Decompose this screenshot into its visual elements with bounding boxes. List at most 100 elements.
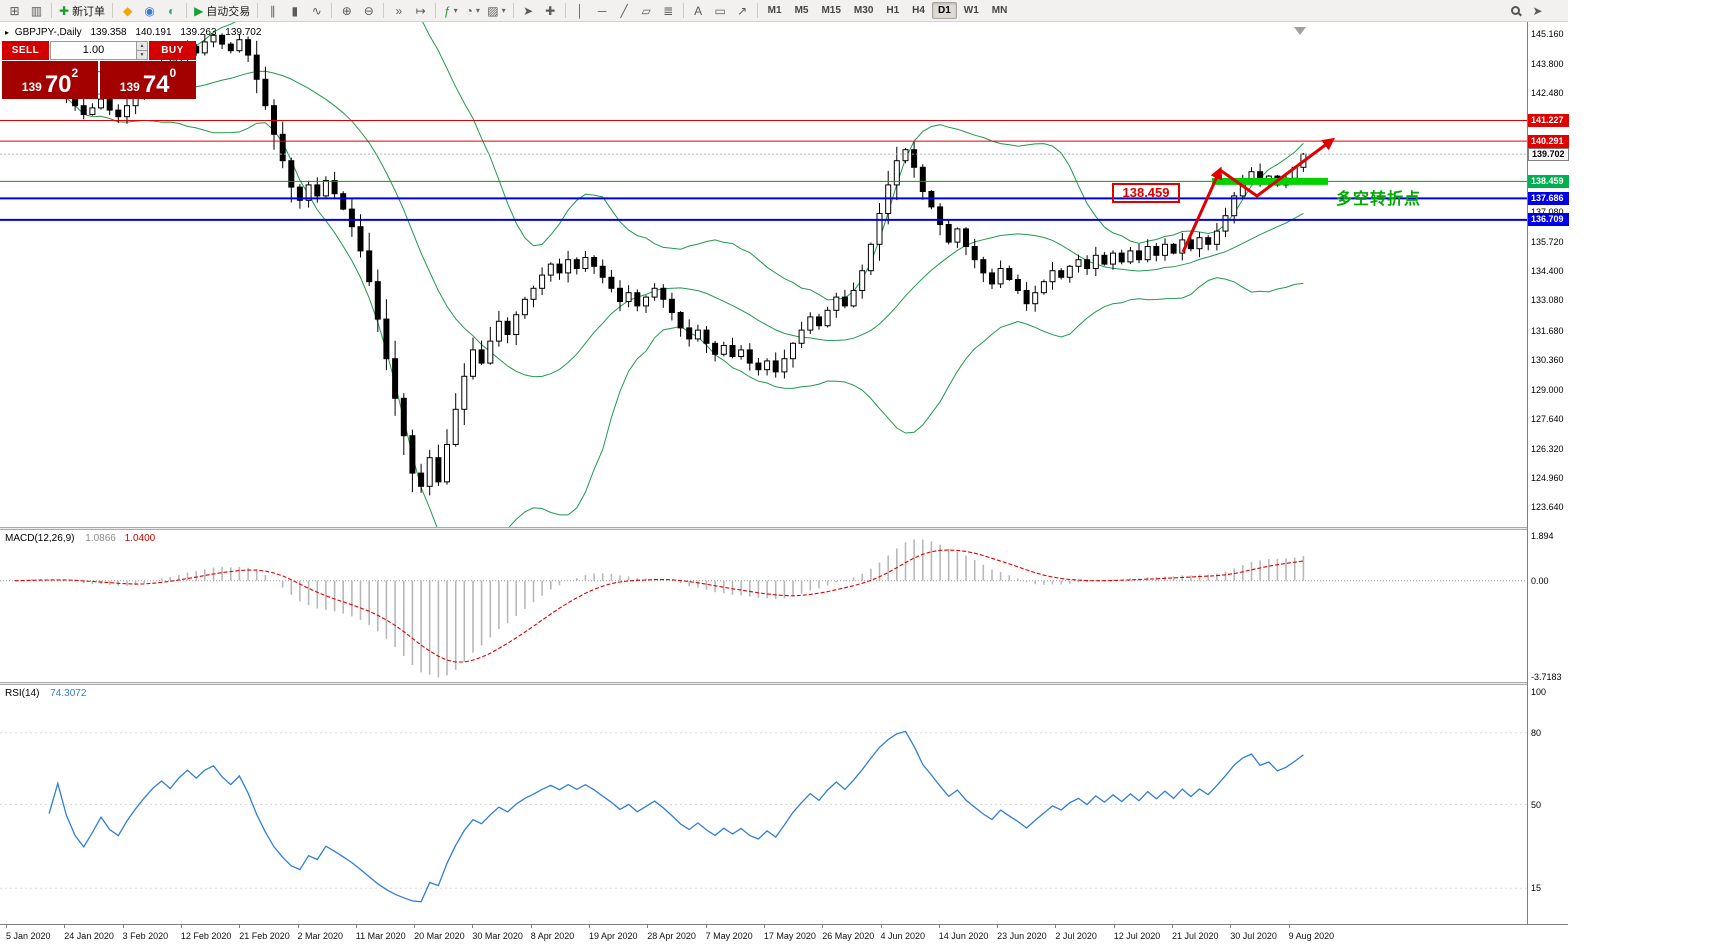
volume-spinner: ▲ ▼: [136, 42, 147, 59]
symbol-info: ▸ GBPJPY-,Daily 139.358 140.191 139.263 …: [5, 27, 261, 38]
tf-d1-button[interactable]: D1: [931, 2, 957, 19]
macd-canvas[interactable]: [0, 530, 1527, 682]
macd-panel[interactable]: [0, 530, 1527, 682]
search-button[interactable]: [1505, 2, 1526, 20]
time-axis-label: 19 Apr 2020: [589, 931, 638, 941]
fibonacci-icon: ≣: [663, 3, 674, 18]
new-order-label: 新订单: [72, 5, 106, 18]
toolbar-separator: [257, 3, 259, 18]
toolbar-separator: [435, 3, 437, 18]
zoom-out-button[interactable]: ⊖: [358, 2, 379, 20]
fibonacci-button[interactable]: ≣: [658, 2, 679, 20]
cursor-button[interactable]: ➤: [518, 2, 539, 20]
crosshair-button[interactable]: ✚: [540, 2, 561, 20]
templates-button[interactable]: ▨ ▾: [484, 2, 508, 20]
new-order-button[interactable]: ✚ 新订单: [56, 2, 108, 20]
time-axis-tick: [880, 925, 882, 928]
buy-button[interactable]: BUY: [149, 41, 196, 60]
turning-point-note[interactable]: 多空转折点: [1336, 191, 1422, 208]
macd-tick: 0.00: [1531, 575, 1549, 586]
tf-mn-button[interactable]: MN: [991, 5, 1008, 16]
bar-chart-mode-button[interactable]: ∥: [262, 2, 283, 20]
price-axis[interactable]: 145.160 143.800 142.480 137.080 135.720 134.4…: [1527, 22, 1569, 924]
tf-m30-button[interactable]: M30: [853, 5, 874, 16]
time-axis-label: 8 Apr 2020: [530, 931, 575, 941]
profiles-button[interactable]: ▥: [26, 2, 47, 20]
macd-tick: -3.7183: [1531, 672, 1562, 683]
toolbar-group: ➤ ✚: [518, 2, 561, 20]
time-axis-label: 12 Jul 2020: [1113, 931, 1161, 941]
price-tag: 136.709: [1528, 213, 1569, 227]
volume-field[interactable]: 1.00 ▲ ▼: [50, 41, 148, 60]
chart-shift-marker: [1294, 27, 1306, 35]
pointer-button[interactable]: ➤: [1527, 2, 1548, 20]
periods-button[interactable]: ◔ ▾: [462, 2, 483, 20]
text-tool-button[interactable]: A: [688, 2, 709, 20]
horizontal-line-icon: ─: [597, 3, 607, 18]
ohlc-low: 139.263: [180, 27, 217, 38]
zoom-in-button[interactable]: ⊕: [336, 2, 357, 20]
price-chart-panel[interactable]: [0, 22, 1527, 527]
volume-down-button[interactable]: ▼: [136, 50, 147, 59]
chart-shift-button[interactable]: ↦: [410, 2, 431, 20]
price-tick: 137.080: [1531, 206, 1564, 217]
sell-price-display[interactable]: 139 70 2: [2, 61, 98, 99]
new-chart-button[interactable]: ⊞: [4, 2, 25, 20]
tf-m5-button[interactable]: M5: [794, 5, 809, 16]
trade-buttons-row: SELL 1.00 ▲ ▼ BUY: [2, 41, 196, 60]
community-button[interactable]: ◐: [161, 2, 182, 20]
panel-separator[interactable]: [0, 682, 1568, 685]
time-axis-label: 24 Jan 2020: [64, 931, 114, 941]
tf-h1-button[interactable]: H1: [886, 5, 900, 16]
shapes-button[interactable]: ▭: [710, 2, 731, 20]
time-axis-tick: [1055, 925, 1057, 928]
candle-mode-button[interactable]: ▮: [284, 2, 305, 20]
macd-signal-value: 1.0400: [124, 533, 156, 544]
time-axis[interactable]: 5 Jan 2020 24 Jan 2020 3 Feb 2020 12 Feb 20…: [0, 924, 1568, 946]
panel-separator[interactable]: [0, 527, 1568, 530]
time-axis-tick: [239, 925, 241, 928]
time-axis-tick: [414, 925, 416, 928]
sell-button[interactable]: SELL: [2, 41, 49, 60]
volume-up-button[interactable]: ▲: [136, 42, 147, 50]
channel-icon: ▱: [641, 3, 651, 18]
price-tick: 135.720: [1531, 236, 1564, 247]
toolbar-group: ◆ ◉ ◐: [117, 2, 182, 20]
toolbar-separator: [682, 3, 684, 18]
time-axis-label: 2 Jul 2020: [1055, 931, 1097, 941]
trade-prices-row: 139 70 2 139 74 0: [2, 61, 196, 99]
buy-price-sup: 0: [169, 66, 177, 80]
tf-w1-button[interactable]: W1: [963, 5, 979, 16]
signals-button[interactable]: ◉: [139, 2, 160, 20]
vertical-line-button[interactable]: │: [570, 2, 591, 20]
price-chart-canvas[interactable]: [0, 22, 1527, 527]
indicators-icon: ƒ: [443, 3, 451, 18]
time-axis-label: 4 Jun 2020: [880, 931, 926, 941]
rsi-panel[interactable]: [0, 685, 1527, 924]
indicators-button[interactable]: ƒ ▾: [440, 2, 461, 20]
time-axis-tick: [997, 925, 999, 928]
auto-scroll-button[interactable]: »: [388, 2, 409, 20]
trendline-button[interactable]: ╱: [614, 2, 635, 20]
tf-m15-button[interactable]: M15: [821, 5, 841, 16]
buy-price-display[interactable]: 139 74 0: [100, 61, 196, 99]
price-callout[interactable]: 138.459: [1112, 183, 1180, 203]
one-click-trading-widget: SELL 1.00 ▲ ▼ BUY 139 70 2 139 74 0: [2, 41, 196, 99]
ohlc-high: 140.191: [135, 27, 172, 38]
price-tick: 133.080: [1531, 294, 1564, 305]
tf-h4-button[interactable]: H4: [912, 5, 925, 16]
templates-icon: ▨: [487, 3, 499, 18]
horizontal-line-button[interactable]: ─: [592, 2, 613, 20]
toolbar-group: ⊕ ⊖: [336, 2, 379, 20]
time-axis-tick: [1230, 925, 1232, 928]
tf-m1-button[interactable]: M1: [767, 5, 782, 16]
line-mode-button[interactable]: ∿: [306, 2, 327, 20]
time-axis-tick: [297, 925, 299, 928]
time-axis-label: 17 May 2020: [763, 931, 816, 941]
rsi-canvas[interactable]: [0, 685, 1527, 924]
channel-button[interactable]: ▱: [636, 2, 657, 20]
market-button[interactable]: ◆: [117, 2, 138, 20]
autotrading-button[interactable]: ▶ 自动交易: [191, 2, 253, 20]
arrows-tool-button[interactable]: ↗: [732, 2, 753, 20]
